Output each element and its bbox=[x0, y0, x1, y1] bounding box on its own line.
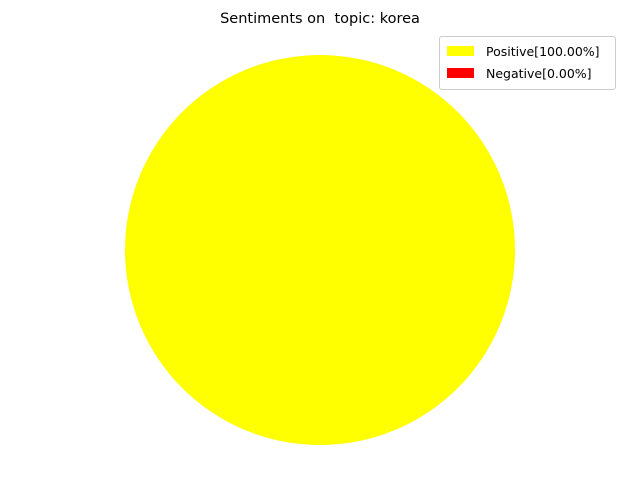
legend-item-negative: Negative[0.00%] bbox=[447, 65, 592, 81]
pie-slices bbox=[125, 55, 515, 445]
pie-slice-positive bbox=[125, 55, 515, 445]
legend-label-negative: Negative[0.00%] bbox=[486, 65, 592, 81]
legend-label-positive: Positive[100.00%] bbox=[486, 43, 600, 59]
legend-swatch-positive bbox=[447, 46, 474, 56]
legend-swatch-negative bbox=[447, 68, 474, 78]
legend-item-positive: Positive[100.00%] bbox=[447, 43, 600, 59]
chart-title: Sentiments on topic: korea bbox=[220, 11, 420, 27]
legend: Positive[100.00%] Negative[0.00%] bbox=[439, 36, 616, 90]
